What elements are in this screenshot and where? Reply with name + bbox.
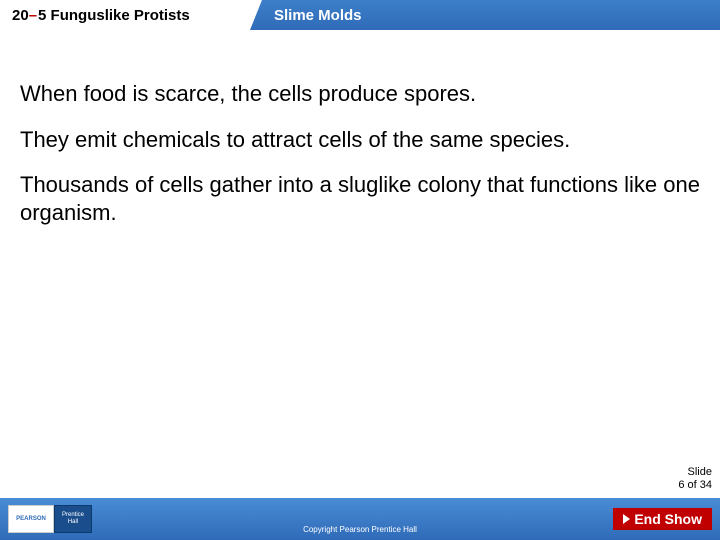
pearson-logo: PEARSON: [8, 505, 54, 533]
slide-counter-label: Slide: [678, 466, 712, 479]
body-paragraph: Thousands of cells gather into a sluglik…: [20, 171, 700, 226]
play-icon: [623, 514, 630, 524]
slide-content: When food is scarce, the cells produce s…: [0, 30, 720, 226]
section-number-prefix: 20: [12, 7, 29, 24]
section-number-suffix: 5 Funguslike Protists: [38, 7, 190, 24]
pearson-logo-text: PEARSON: [16, 516, 46, 523]
slide-counter-value: 6 of 34: [678, 479, 712, 492]
slide-counter: Slide 6 of 34: [678, 466, 712, 492]
section-title-box: 20 – 5 Funguslike Protists: [0, 0, 262, 30]
ph-logo-line2: Hall: [68, 519, 78, 526]
section-dash: –: [29, 7, 37, 24]
slide-header: 20 – 5 Funguslike Protists Slime Molds: [0, 0, 720, 30]
slide-footer: PEARSON Prentice Hall Copyright Pearson …: [0, 498, 720, 540]
copyright-text: Copyright Pearson Prentice Hall: [303, 525, 417, 534]
publisher-logo: PEARSON Prentice Hall: [0, 505, 92, 533]
topic-title: Slime Molds: [262, 7, 362, 24]
body-paragraph: They emit chemicals to attract cells of …: [20, 126, 700, 154]
ph-logo-line1: Prentice: [62, 512, 84, 519]
body-paragraph: When food is scarce, the cells produce s…: [20, 80, 700, 108]
end-show-button[interactable]: End Show: [613, 508, 712, 530]
prentice-hall-logo: Prentice Hall: [54, 505, 92, 533]
end-show-label: End Show: [634, 511, 702, 527]
